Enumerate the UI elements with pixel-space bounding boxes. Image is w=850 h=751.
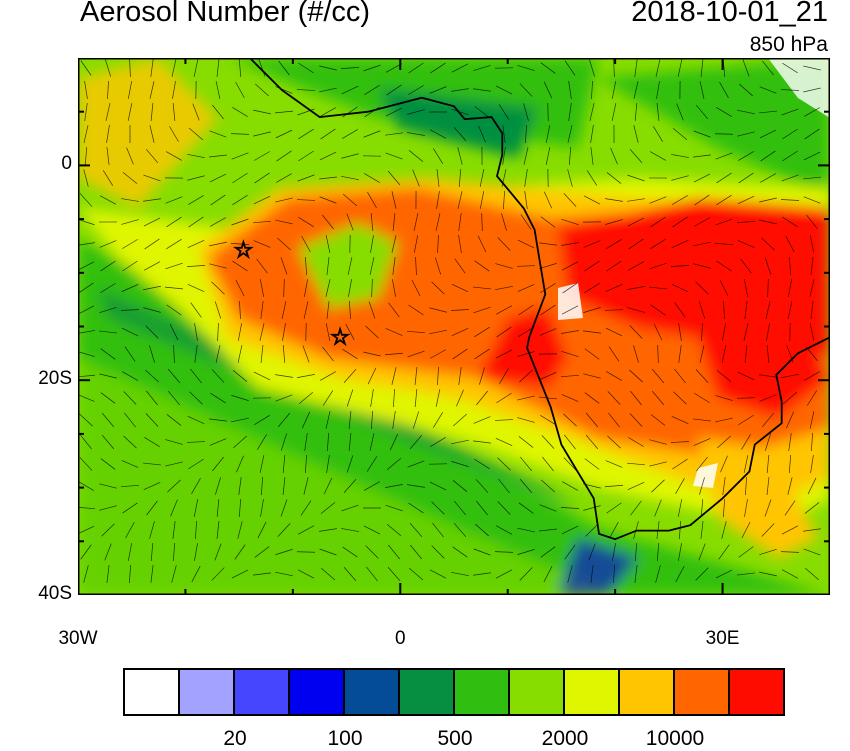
x-tick-label: 30E bbox=[706, 628, 740, 650]
colorbar-label: 2000 bbox=[542, 727, 589, 751]
colorbar-box bbox=[620, 670, 675, 714]
x-tick-label: 30W bbox=[58, 628, 97, 650]
date-label: 2018-10-01_21 bbox=[631, 0, 828, 29]
colorbar-box bbox=[730, 670, 783, 714]
colorbar-box bbox=[510, 670, 565, 714]
y-tick-label: 40S bbox=[38, 583, 72, 605]
y-tick-label: 20S bbox=[38, 368, 72, 390]
colorbar-box bbox=[345, 670, 400, 714]
colorbar-box bbox=[455, 670, 510, 714]
colorbar-box bbox=[565, 670, 620, 714]
pressure-level-label: 850 hPa bbox=[750, 33, 828, 57]
colorbar-label: 20 bbox=[223, 727, 246, 751]
colorbar-box bbox=[290, 670, 345, 714]
x-tick-label: 0 bbox=[395, 628, 406, 650]
aerosol-map bbox=[78, 58, 830, 595]
colorbar-box bbox=[125, 670, 180, 714]
colorbar-box bbox=[675, 670, 730, 714]
colorbar-box bbox=[235, 670, 290, 714]
colorbar bbox=[123, 668, 785, 716]
aerosol-field bbox=[78, 58, 830, 595]
colorbar-box bbox=[180, 670, 235, 714]
colorbar-box bbox=[400, 670, 455, 714]
y-tick-label: 0 bbox=[61, 153, 72, 175]
colorbar-label: 10000 bbox=[646, 727, 704, 751]
plot-title: Aerosol Number (#/cc) bbox=[80, 0, 370, 29]
colorbar-label: 500 bbox=[437, 727, 472, 751]
colorbar-label: 100 bbox=[327, 727, 362, 751]
